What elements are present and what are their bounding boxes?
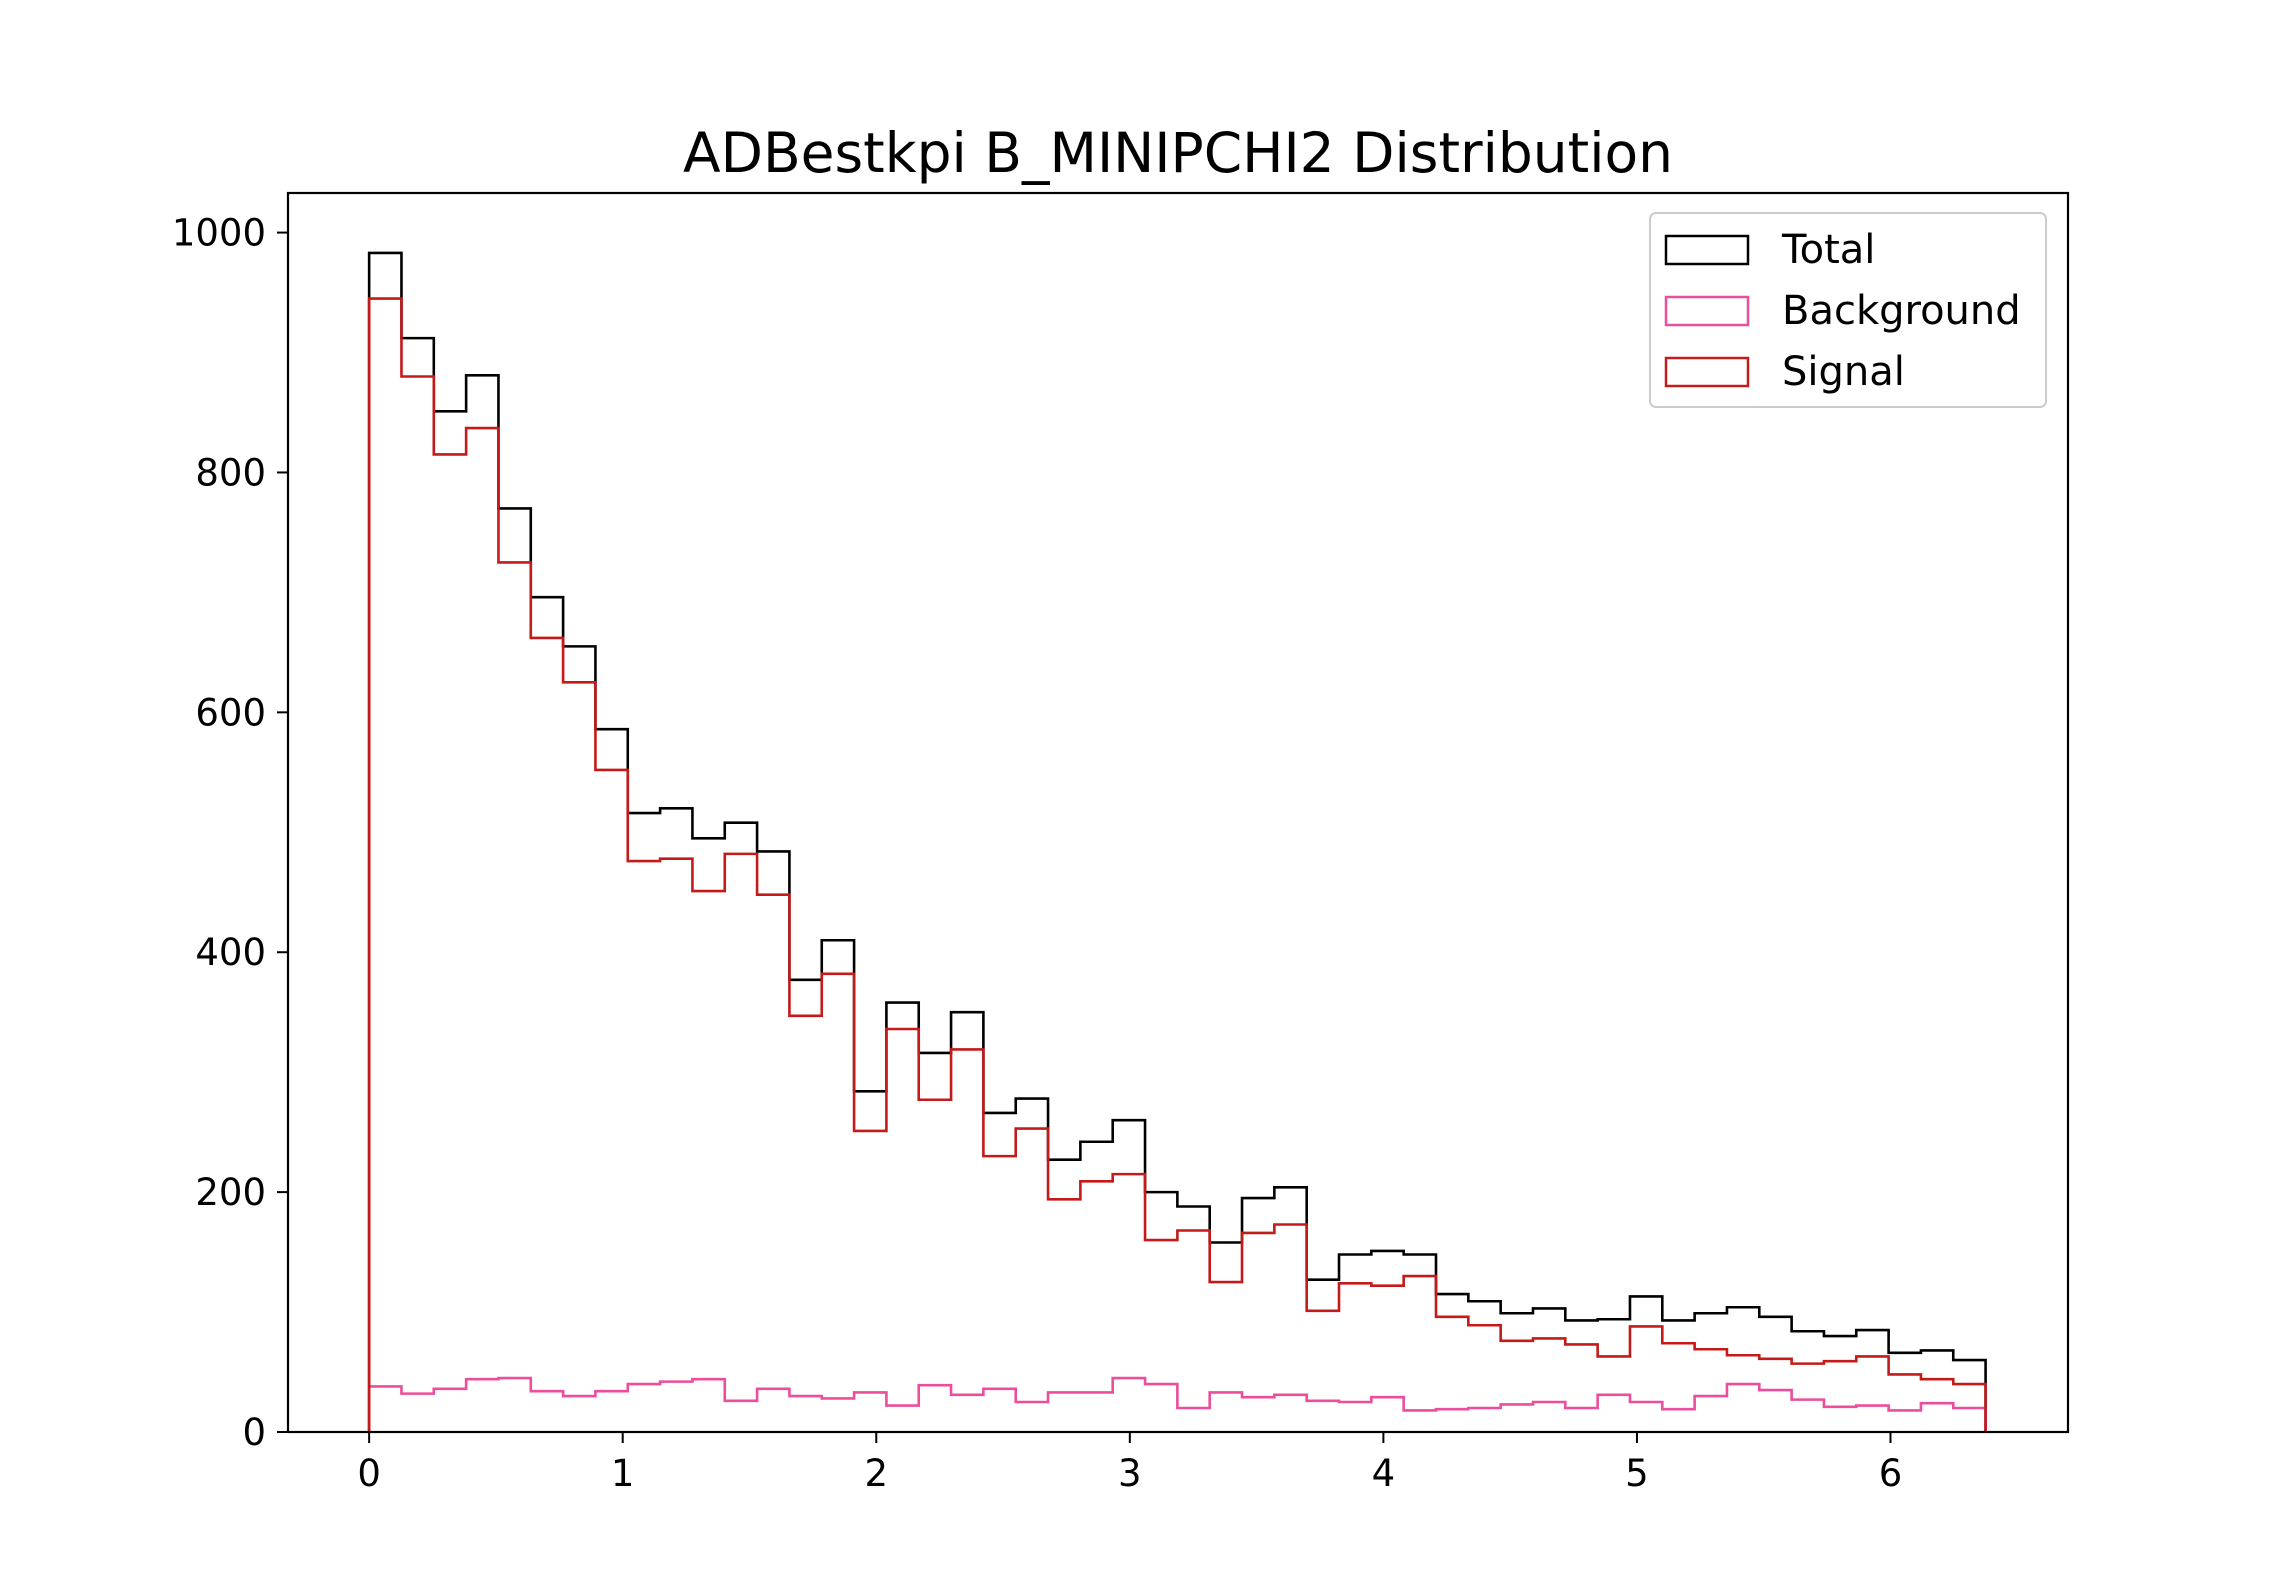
x-tick-label: 3 (1118, 1452, 1142, 1495)
series-layer (367, 251, 1987, 1432)
legend: Total Background Signal (1649, 212, 2047, 408)
y-tick-label: 200 (195, 1171, 266, 1214)
y-tick-label: 400 (195, 931, 266, 974)
legend-label-signal: Signal (1782, 349, 1905, 395)
x-tick-label: 6 (1879, 1452, 1903, 1495)
x-tick-label: 5 (1625, 1452, 1649, 1495)
legend-label-background: Background (1782, 288, 2021, 334)
legend-swatch-signal (1664, 356, 1750, 388)
x-tick-label: 1 (611, 1452, 635, 1495)
y-axis: 0 200 400 600 800 1000 (172, 212, 288, 1454)
legend-swatch-background (1664, 295, 1750, 327)
x-tick-label: 2 (864, 1452, 888, 1495)
x-axis: 0 1 2 3 4 5 6 (357, 1432, 1902, 1495)
y-tick-label: 0 (242, 1411, 266, 1454)
y-tick-label: 800 (195, 451, 266, 494)
y-tick-label: 600 (195, 691, 266, 734)
plot-frame (286, 191, 2070, 1434)
legend-label-total: Total (1781, 227, 1875, 273)
x-tick-label: 4 (1372, 1452, 1396, 1495)
chart-title: ADBestkpi B_MINIPCHI2 Distribution (683, 121, 1673, 185)
legend-swatch-total (1664, 234, 1750, 266)
y-tick-label: 1000 (172, 212, 266, 255)
series-line-background (367, 1376, 1987, 1432)
x-tick-label: 0 (357, 1452, 381, 1495)
series-line-signal (367, 297, 1987, 1432)
